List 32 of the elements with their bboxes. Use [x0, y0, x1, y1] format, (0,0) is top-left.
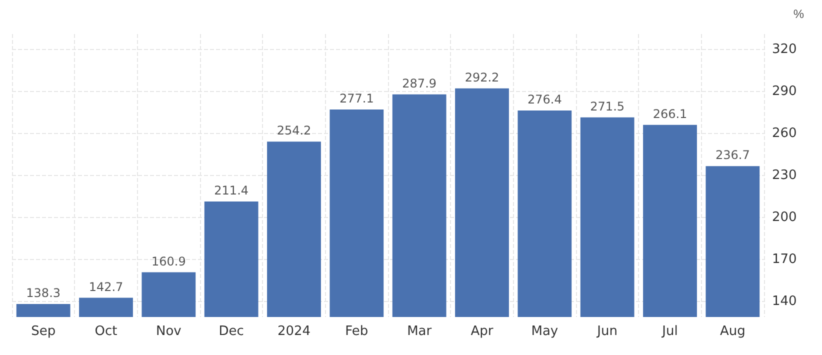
y-tick-label: 290 — [772, 84, 797, 99]
x-tick-label: Sep — [31, 324, 56, 339]
y-tick-label: 200 — [772, 210, 797, 226]
x-tick-label: Nov — [156, 324, 182, 339]
data-label: 266.1 — [652, 106, 688, 121]
y-tick-label: 230 — [772, 168, 797, 183]
data-label: 292.2 — [464, 70, 500, 84]
x-tick-label: Dec — [218, 324, 244, 339]
data-label: 138.3 — [26, 286, 61, 300]
x-tick-label: 2024 — [277, 324, 311, 339]
y-tick-label: 170 — [772, 252, 797, 268]
x-tick-label: May — [531, 324, 558, 339]
x-tick-label: Oct — [94, 324, 118, 339]
data-label: 160.9 — [151, 254, 186, 268]
data-label: 254.2 — [276, 124, 312, 138]
x-tick-label: Apr — [470, 324, 494, 339]
x-tick-label: Mar — [407, 324, 432, 339]
y-tick-label: 260 — [772, 126, 797, 141]
x-tick-label: Jul — [661, 324, 678, 339]
data-label: 277.1 — [339, 92, 374, 106]
data-label: 211.4 — [214, 184, 249, 198]
y-tick-label: 140 — [772, 294, 797, 310]
x-tick-label: Feb — [345, 324, 368, 339]
x-tick-label: Aug — [720, 324, 746, 339]
data-label: 271.5 — [590, 99, 625, 114]
data-label: 142.7 — [88, 280, 124, 294]
x-tick-label: Jun — [596, 324, 618, 339]
data-label: 236.7 — [715, 148, 750, 162]
data-label: 276.4 — [527, 92, 562, 106]
y-tick-label: 320 — [772, 42, 797, 57]
data-label: 287.9 — [402, 76, 437, 90]
y-axis-title: % — [793, 7, 804, 21]
